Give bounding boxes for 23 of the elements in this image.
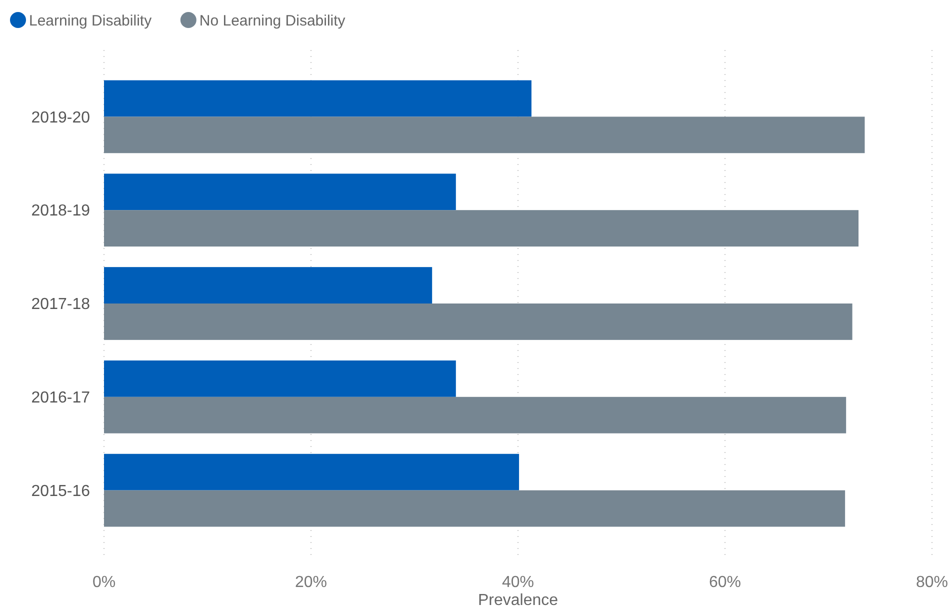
bar — [104, 396, 846, 434]
x-tick-label: 60% — [708, 574, 742, 591]
y-tick-label: 2018-19 — [31, 202, 90, 220]
bar — [104, 360, 456, 397]
bar — [104, 454, 520, 490]
x-tick-label: 40% — [502, 574, 534, 591]
x-axis-title: Prevalence — [478, 592, 558, 607]
bar — [104, 304, 852, 340]
x-tick-label: 20% — [294, 574, 328, 591]
x-tick-label: 0% — [92, 574, 116, 591]
y-tick-label: 2019-20 — [31, 109, 90, 126]
y-tick-label: 2016-17 — [31, 390, 90, 406]
bar — [104, 116, 865, 154]
legend-label: No Learning Disability — [199, 12, 346, 30]
bar — [104, 267, 432, 304]
bar — [104, 490, 846, 527]
bar — [104, 174, 456, 210]
y-tick-label: 2017-18 — [31, 296, 90, 314]
bar — [104, 210, 859, 247]
y-tick-label: 2015-16 — [31, 482, 90, 500]
bar — [104, 80, 532, 117]
x-tick-label: 80% — [916, 574, 948, 591]
legend-label: Learning Disability — [29, 12, 152, 30]
